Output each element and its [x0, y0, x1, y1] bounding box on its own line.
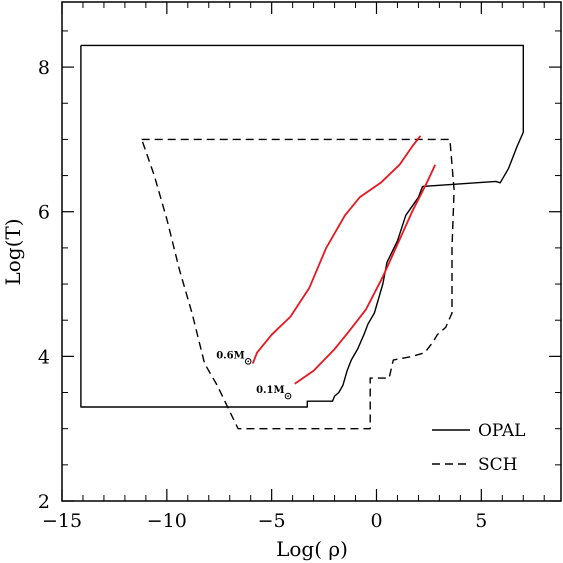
y-tick-label: 2 — [38, 491, 50, 513]
y-tick-label: 4 — [38, 346, 50, 368]
sun-symbol-dot-icon — [287, 395, 289, 397]
sun-symbol-icon — [284, 392, 292, 400]
series-line-opal — [80, 44, 524, 408]
series-line-sch — [141, 138, 455, 430]
y-tick-label: 6 — [38, 202, 50, 224]
y-axis-label: Log(T) — [1, 218, 25, 285]
plot-frame — [61, 1, 562, 502]
sun-symbol-dot-icon — [247, 360, 249, 363]
sun-symbol-icon — [244, 358, 252, 365]
series-group — [80, 44, 524, 430]
x-tick-label: −15 — [42, 510, 82, 532]
x-tick-label: −5 — [258, 510, 286, 532]
legend-label: SCH — [478, 455, 517, 475]
annotations-group: 0.6M 0.1M — [216, 350, 292, 400]
x-tick-label: 0 — [370, 510, 382, 532]
x-tick-label: −10 — [147, 510, 187, 532]
x-tick-label: 5 — [475, 510, 487, 532]
y-tick-label: 8 — [38, 57, 50, 79]
mass-annotation: 0.6M — [216, 350, 244, 361]
legend-label: OPAL — [478, 421, 525, 441]
series-line-0.1m — [294, 164, 437, 385]
x-axis-label: Log( ρ) — [276, 537, 348, 561]
axis-ticks: −15 −10 −5 0 5 2 4 6 8 — [38, 2, 561, 532]
legend: OPAL SCH — [432, 421, 525, 475]
series-line-0.6m — [251, 135, 422, 364]
mass-annotation: 0.1M — [256, 385, 284, 396]
